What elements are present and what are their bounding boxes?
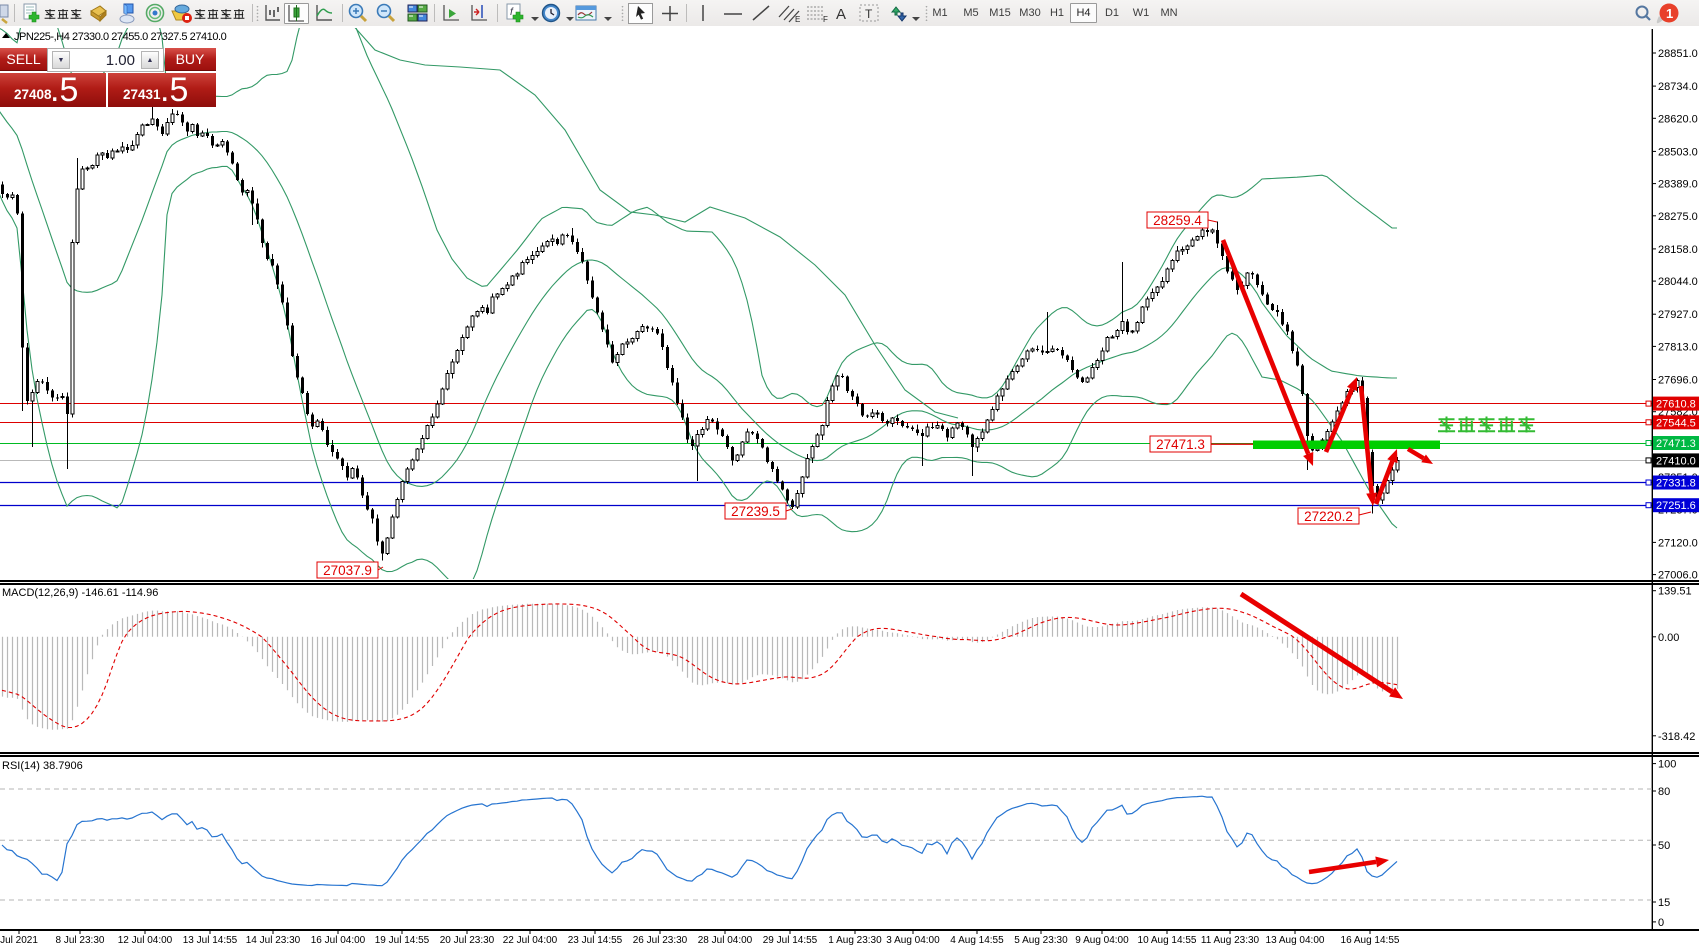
svg-text:12 Jul 04:00: 12 Jul 04:00 bbox=[118, 935, 173, 945]
svg-text:26 Jul 23:30: 26 Jul 23:30 bbox=[633, 935, 688, 945]
svg-text:3 Aug 04:00: 3 Aug 04:00 bbox=[886, 935, 940, 945]
svg-text:13 Jul 14:55: 13 Jul 14:55 bbox=[183, 935, 238, 945]
svg-text:JPN225-,H4 27330.0 27455.0 27: JPN225-,H4 27330.0 27455.0 27327.5 27410… bbox=[14, 31, 227, 43]
svg-text:22 Jul 04:00: 22 Jul 04:00 bbox=[503, 935, 558, 945]
svg-text:16 Jul 04:00: 16 Jul 04:00 bbox=[311, 935, 366, 945]
svg-text:27410.0: 27410.0 bbox=[1656, 455, 1696, 467]
svg-text:28275.0: 28275.0 bbox=[1658, 211, 1698, 223]
svg-text:T: T bbox=[865, 7, 873, 21]
svg-text:Jul 2021: Jul 2021 bbox=[0, 935, 38, 945]
svg-text:8 Jul 23:30: 8 Jul 23:30 bbox=[56, 935, 105, 945]
svg-text:28734.0: 28734.0 bbox=[1658, 81, 1698, 93]
svg-text:27220.2: 27220.2 bbox=[1304, 509, 1353, 524]
svg-text:100: 100 bbox=[1658, 759, 1676, 771]
svg-text:f: f bbox=[510, 7, 514, 18]
svg-text:50: 50 bbox=[1658, 840, 1670, 852]
svg-text:9 Aug 04:00: 9 Aug 04:00 bbox=[1075, 935, 1129, 945]
svg-text:28044.0: 28044.0 bbox=[1658, 276, 1698, 288]
svg-text:28851.0: 28851.0 bbox=[1658, 48, 1698, 60]
svg-text:27471.3: 27471.3 bbox=[1156, 437, 1205, 452]
svg-text:27006.0: 27006.0 bbox=[1658, 570, 1698, 582]
svg-text:1 Aug 23:30: 1 Aug 23:30 bbox=[828, 935, 882, 945]
svg-text:28158.0: 28158.0 bbox=[1658, 244, 1698, 256]
svg-text:28259.4: 28259.4 bbox=[1153, 213, 1202, 228]
svg-text:28620.0: 28620.0 bbox=[1658, 113, 1698, 125]
svg-text:F: F bbox=[823, 15, 828, 24]
svg-text:16 Aug 14:55: 16 Aug 14:55 bbox=[1341, 935, 1400, 945]
svg-text:10 Aug 14:55: 10 Aug 14:55 bbox=[1138, 935, 1197, 945]
svg-text:27120.0: 27120.0 bbox=[1658, 537, 1698, 549]
svg-text:A: A bbox=[836, 6, 846, 23]
svg-text:4 Aug 14:55: 4 Aug 14:55 bbox=[950, 935, 1004, 945]
svg-text:13 Aug 04:00: 13 Aug 04:00 bbox=[1266, 935, 1325, 945]
svg-text:27239.5: 27239.5 bbox=[731, 504, 780, 519]
svg-text:15: 15 bbox=[1658, 897, 1670, 909]
svg-text:27037.9: 27037.9 bbox=[323, 563, 372, 578]
svg-text:27610.8: 27610.8 bbox=[1656, 399, 1696, 411]
svg-text:-318.42: -318.42 bbox=[1658, 731, 1695, 743]
svg-text:29 Jul 14:55: 29 Jul 14:55 bbox=[763, 935, 818, 945]
svg-text:19 Jul 14:55: 19 Jul 14:55 bbox=[375, 935, 430, 945]
svg-text:27696.0: 27696.0 bbox=[1658, 375, 1698, 387]
svg-text:28 Jul 04:00: 28 Jul 04:00 bbox=[698, 935, 753, 945]
svg-text:5 Aug 23:30: 5 Aug 23:30 bbox=[1014, 935, 1068, 945]
svg-text:27813.0: 27813.0 bbox=[1658, 341, 1698, 353]
svg-text:0: 0 bbox=[1658, 917, 1664, 929]
svg-text:20 Jul 23:30: 20 Jul 23:30 bbox=[440, 935, 495, 945]
svg-text:27544.5: 27544.5 bbox=[1656, 417, 1696, 429]
svg-text:MACD(12,26,9) -146.61 -114.96: MACD(12,26,9) -146.61 -114.96 bbox=[2, 587, 158, 599]
svg-text:28503.0: 28503.0 bbox=[1658, 146, 1698, 158]
svg-text:1: 1 bbox=[1666, 6, 1673, 21]
svg-text:RSI(14) 38.7906: RSI(14) 38.7906 bbox=[2, 760, 83, 772]
svg-text:E: E bbox=[795, 15, 800, 24]
svg-text:27927.0: 27927.0 bbox=[1658, 309, 1698, 321]
svg-text:27331.8: 27331.8 bbox=[1656, 478, 1696, 490]
svg-text:28389.0: 28389.0 bbox=[1658, 179, 1698, 191]
svg-text:23 Jul 14:55: 23 Jul 14:55 bbox=[568, 935, 623, 945]
svg-text:80: 80 bbox=[1658, 786, 1670, 798]
svg-text:27471.3: 27471.3 bbox=[1656, 438, 1696, 450]
svg-text:27251.6: 27251.6 bbox=[1656, 500, 1696, 512]
svg-text:0.00: 0.00 bbox=[1658, 632, 1679, 644]
svg-text:11 Aug 23:30: 11 Aug 23:30 bbox=[1201, 935, 1260, 945]
svg-text:14 Jul 23:30: 14 Jul 23:30 bbox=[246, 935, 301, 945]
svg-text:139.51: 139.51 bbox=[1658, 586, 1692, 598]
